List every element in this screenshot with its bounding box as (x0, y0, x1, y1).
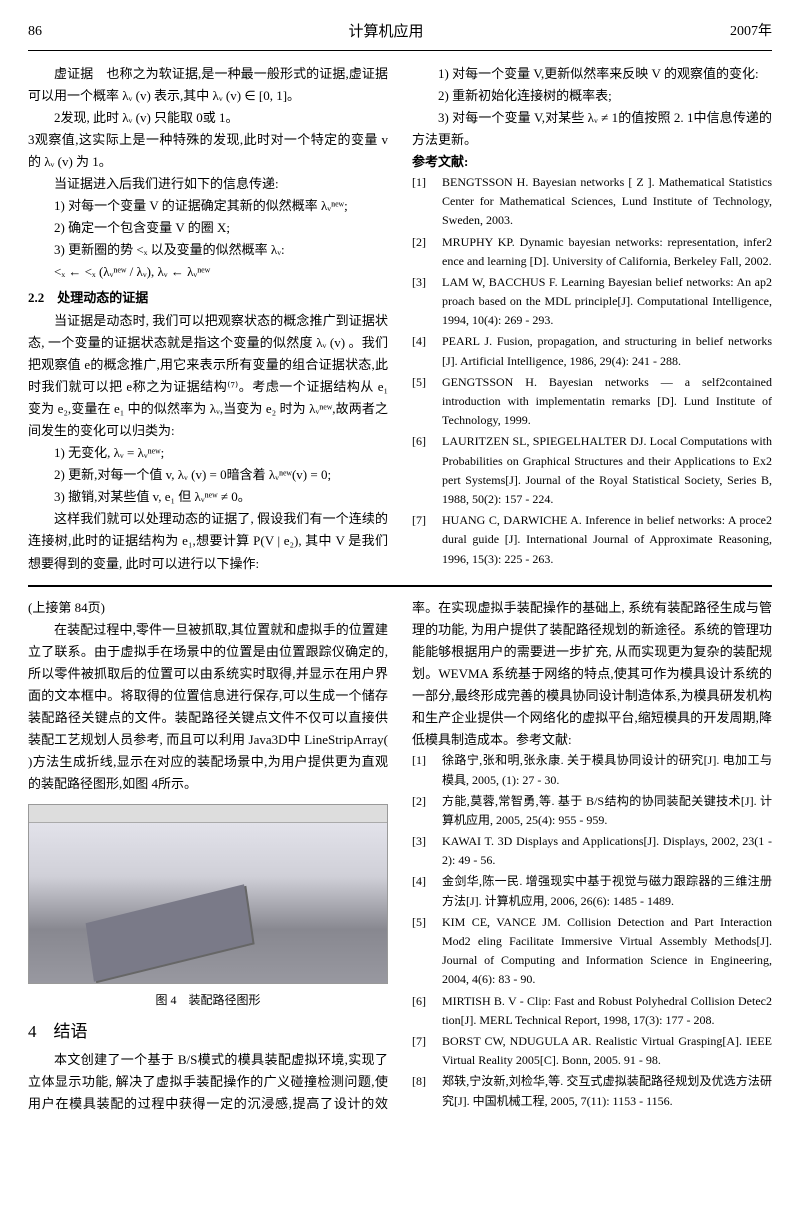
list-item: 1) 对每一个变量 V,更新似然率来反映 V 的观察值的变化: (412, 63, 772, 85)
reference: [1]BENGTSSON H. Bayesian networks [ Z ].… (412, 173, 772, 231)
reference: [8]郑轶,宁汝新,刘检华,等. 交互式虚拟装配路径规划及优选方法研究[J]. … (412, 1072, 772, 1110)
reference: [6]LAURITZEN SL, SPIEGELHALTER DJ. Local… (412, 432, 772, 509)
reference: [5]KIM CE, VANCE JM. Collision Detection… (412, 913, 772, 990)
reference: [4]金剑华,陈一民. 增强现实中基于视觉与磁力跟踪器的三维注册方法[J]. 计… (412, 872, 772, 910)
section-title: 2.2 处理动态的证据 (28, 287, 388, 309)
journal-title: 计算机应用 (348, 20, 423, 46)
list-item: 3) 更新圈的势 <ₓ 以及变量的似然概率 λᵥ: (28, 239, 388, 261)
references-title: 参考文献: (412, 151, 772, 173)
continuation-note: (上接第 84页) (28, 597, 388, 619)
para: 当证据进入后我们进行如下的信息传递: (28, 173, 388, 195)
reference: [3]KAWAI T. 3D Displays and Applications… (412, 832, 772, 870)
section-divider (28, 585, 772, 587)
list-item: 3) 撤销,对某些值 v, e₁ 但 λᵥⁿᵉʷ ≠ 0。 (28, 486, 388, 508)
list-item: 3) 对每一个变量 V,对某些 λᵥ ≠ 1的值按照 2. 1中信息传递的方法更… (412, 107, 772, 151)
reference: [6]MIRTISH B. V - Clip: Fast and Robust … (412, 992, 772, 1030)
reference: [2]MRUPHY KP. Dynamic bayesian networks:… (412, 233, 772, 271)
reference: [7]HUANG C, DARWICHE A. Inference in bel… (412, 511, 772, 569)
list-item: 2) 更新,对每一个值 v, λᵥ (v) = 0暗含着 λᵥⁿᵉʷ(v) = … (28, 464, 388, 486)
page-header: 86 计算机应用 2007年 (28, 20, 772, 51)
para: 虚证据 也称之为软证据,是一种最一般形式的证据,虚证据可以用一个概率 λᵥ (v… (28, 63, 388, 107)
figure-image (28, 804, 388, 984)
top-article: 虚证据 也称之为软证据,是一种最一般形式的证据,虚证据可以用一个概率 λᵥ (v… (28, 63, 772, 575)
year: 2007年 (730, 20, 772, 46)
reference: [3]LAM W, BACCHUS F. Learning Bayesian b… (412, 273, 772, 331)
reference: [7]BORST CW, NDUGULA AR. Realistic Virtu… (412, 1032, 772, 1070)
reference: [2]方能,莫蓉,常智勇,等. 基于 B/S结构的协同装配关键技术[J]. 计算… (412, 792, 772, 830)
para: 3观察值,这实际上是一种特殊的发现,此时对一个特定的变量 v的 λᵥ (v) 为… (28, 129, 388, 173)
formula: <ₓ ← <ₓ (λᵥⁿᵉʷ / λᵥ), λᵥ ← λᵥⁿᵉʷ (28, 261, 388, 283)
para: 这样我们就可以处理动态的证据了, 假设我们有一个连续的连接树,此时的证据结构为 … (28, 508, 388, 574)
bottom-article: (上接第 84页) 在装配过程中,零件一旦被抓取,其位置就和虚拟手的位置建立了联… (28, 597, 772, 1115)
list-item: 1) 无变化, λᵥ = λᵥⁿᵉʷ; (28, 442, 388, 464)
figure-4: 图 4 装配路径图形 (28, 804, 388, 1010)
reference: [5]GENGTSSON H. Bayesian networks — a se… (412, 373, 772, 431)
para: 2发现, 此时 λᵥ (v) 只能取 0或 1。 (28, 107, 388, 129)
para: 当证据是动态时, 我们可以把观察状态的概念推广到证据状态, 一个变量的证据状态就… (28, 310, 388, 443)
para: 在装配过程中,零件一旦被抓取,其位置就和虚拟手的位置建立了联系。由于虚拟手在场景… (28, 619, 388, 796)
list-item: 1) 对每一个变量 V 的证据确定其新的似然概率 λᵥⁿᵉʷ; (28, 195, 388, 217)
reference: [4]PEARL J. Fusion, propagation, and str… (412, 332, 772, 370)
list-item: 2) 确定一个包含变量 V 的圈 X; (28, 217, 388, 239)
figure-caption: 图 4 装配路径图形 (28, 990, 388, 1010)
list-item: 2) 重新初始化连接树的概率表; (412, 85, 772, 107)
section-heading: 4 结语 (28, 1018, 388, 1047)
reference: [1]徐路宁,张和明,张永康. 关于模具协同设计的研究[J]. 电加工与模具, … (412, 751, 772, 789)
page-number: 86 (28, 20, 42, 46)
